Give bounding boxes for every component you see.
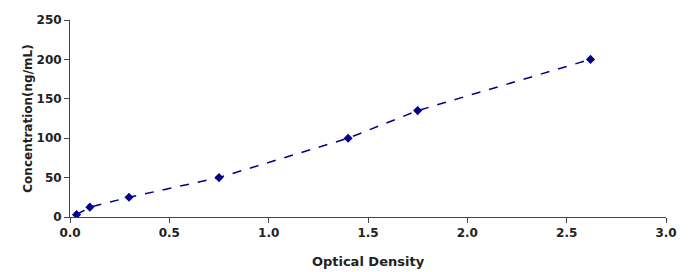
svg-text:3.0: 3.0 [655, 226, 676, 240]
svg-text:200: 200 [37, 53, 62, 67]
svg-text:2.0: 2.0 [457, 226, 478, 240]
svg-text:100: 100 [37, 131, 62, 145]
svg-text:1.0: 1.0 [258, 226, 279, 240]
svg-text:50: 50 [45, 171, 62, 185]
svg-text:2.5: 2.5 [556, 226, 577, 240]
svg-text:Concentration(ng/mL): Concentration(ng/mL) [21, 44, 35, 192]
svg-text:150: 150 [37, 92, 62, 106]
svg-text:0.5: 0.5 [159, 226, 180, 240]
svg-text:1.5: 1.5 [357, 226, 378, 240]
svg-text:Optical Density: Optical Density [312, 254, 425, 269]
svg-text:250: 250 [37, 13, 62, 27]
svg-text:0.0: 0.0 [59, 226, 80, 240]
svg-text:0: 0 [53, 210, 61, 224]
